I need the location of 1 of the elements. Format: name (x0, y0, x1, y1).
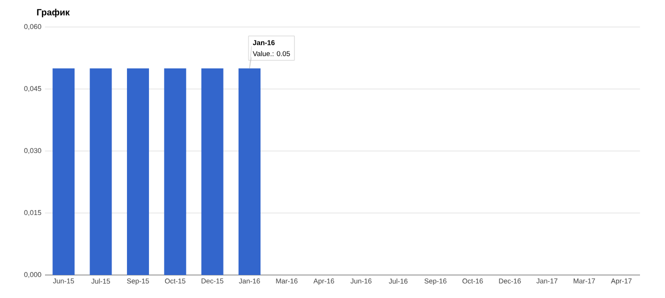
chart-title: График (37, 8, 70, 18)
